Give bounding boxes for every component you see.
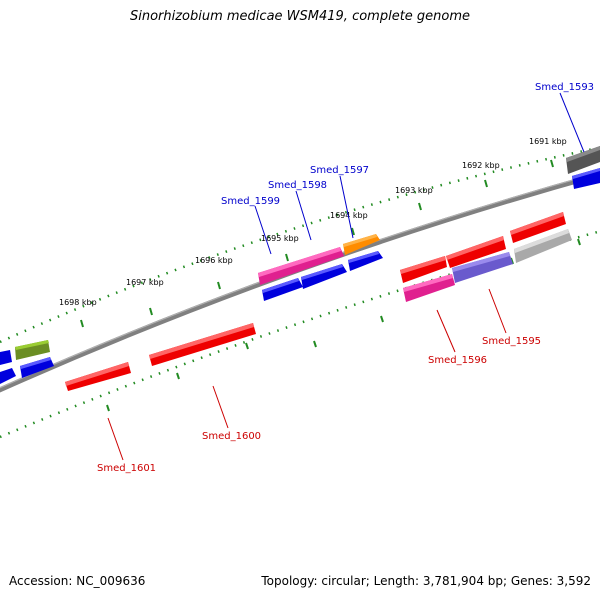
gene-feature[interactable] [446,236,506,268]
gene-feature[interactable] [258,247,344,285]
leader-line [436,309,456,353]
gene-feature[interactable] [20,357,54,378]
gene-feature[interactable] [0,350,12,365]
gene-feature[interactable] [262,278,303,301]
gene-feature[interactable] [514,229,572,263]
outer-scale-ring [0,146,599,344]
kbp-tick [106,404,110,412]
kbp-label: 1692 kbp [462,161,500,170]
leader-line [212,385,229,429]
gene-label-smed-1598[interactable]: Smed_1598 [268,180,327,191]
kbp-tick [313,340,317,348]
kbp-tick [149,307,153,316]
kbp-label: 1697 kbp [126,278,164,287]
map-title: Sinorhizobium medicae WSM419, complete g… [129,9,471,24]
genome-summary: Topology: circular; Length: 3,781,904 bp… [261,574,591,588]
gene-feature[interactable] [400,256,447,283]
kbp-tick [418,202,422,211]
kbp-label: 1693 kbp [395,186,433,195]
gene-label-smed-1595[interactable]: Smed_1595 [482,336,541,347]
kbp-tick [245,342,249,350]
gene-feature[interactable] [452,252,513,283]
kbp-tick [550,159,554,168]
kbp-tick [176,372,180,380]
kbp-tick [484,179,488,188]
gene-label-smed-1597[interactable]: Smed_1597 [310,165,369,176]
leader-line [339,175,354,239]
gene-feature[interactable] [572,168,600,189]
leader-line [559,92,585,153]
kbp-tick [351,227,355,236]
leader-line [254,205,272,255]
gene-label-smed-1596[interactable]: Smed_1596 [428,355,487,366]
gene-feature[interactable] [0,368,16,384]
gene-label-smed-1600[interactable]: Smed_1600 [202,431,261,442]
kbp-tick [285,253,289,262]
gene-label-smed-1601[interactable]: Smed_1601 [97,463,156,474]
gene-feature[interactable] [149,323,256,366]
kbp-tick [80,319,84,328]
kbp-label: 1698 kbp [59,298,97,307]
kbp-label: 1694 kbp [330,211,368,220]
gene-feature[interactable] [15,340,50,360]
kbp-tick [577,238,581,246]
gene-feature[interactable] [403,274,455,302]
gene-feature[interactable] [510,212,566,243]
gene-feature[interactable] [566,146,600,174]
gene-feature[interactable] [301,264,347,289]
kbp-tick [217,281,221,290]
kbp-tick [380,315,384,323]
kbp-label: 1691 kbp [529,137,567,146]
gene-feature[interactable] [348,251,383,271]
leader-line [107,417,124,461]
leader-line [295,190,312,241]
kbp-label: 1696 kbp [195,256,233,265]
gene-label-smed-1599[interactable]: Smed_1599 [221,196,280,207]
accession-label: Accession: NC_009636 [9,574,146,588]
gene-label-smed-1593[interactable]: Smed_1593 [535,82,594,93]
kbp-label: 1695 kbp [261,234,299,243]
gene-feature[interactable] [65,362,131,391]
gene-feature[interactable] [343,234,380,255]
leader-line [488,288,507,334]
